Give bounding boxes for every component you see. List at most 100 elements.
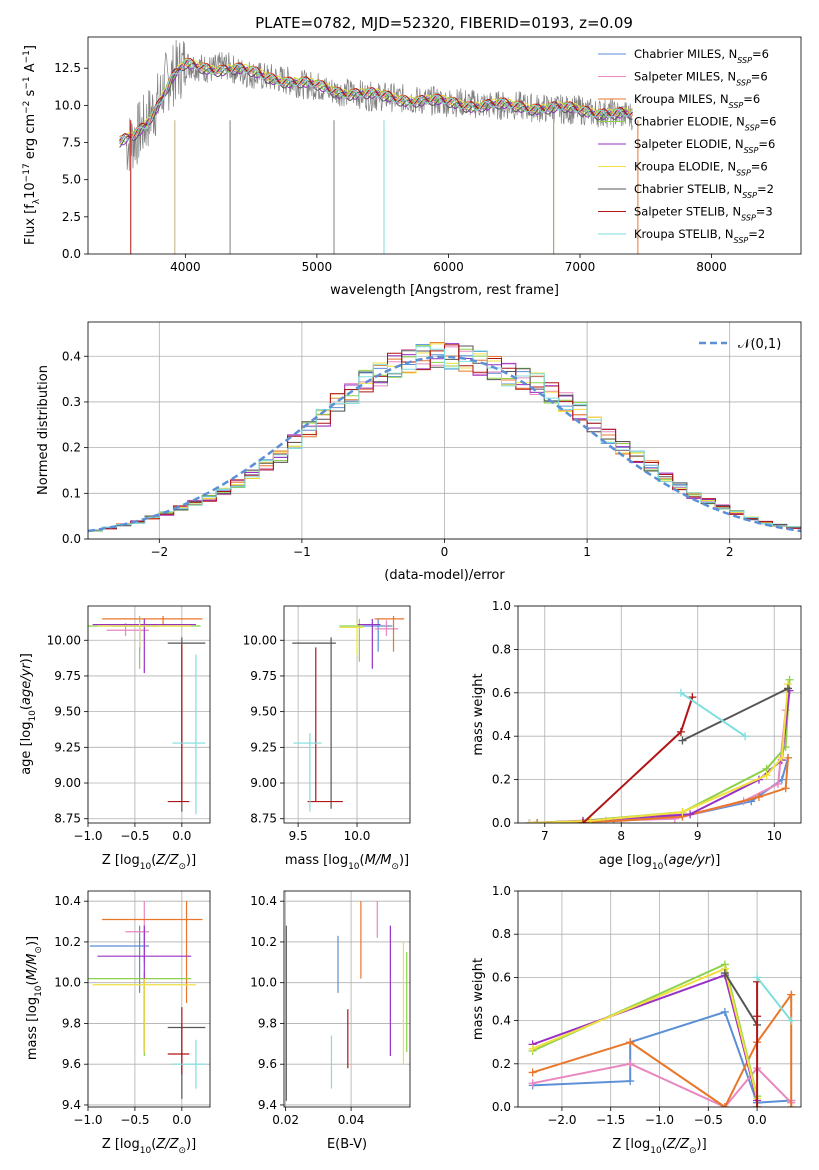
age-vs-Z-ytick-label: 9.50: [54, 705, 81, 719]
residual-hist-step: [88, 346, 801, 539]
spectrum-xlabel: wavelength [Angstrom, rest frame]: [330, 283, 559, 298]
age-vs-Z-xtick-label: −0.5: [120, 829, 149, 843]
residuals-xtick-label: 2: [726, 545, 734, 559]
weight-line: [537, 757, 789, 823]
weight-vs-Z-frame: [517, 890, 802, 1108]
residual-xlabel: (data-model)/error: [384, 568, 505, 583]
weight-vs-Z-xtick-label: −1.5: [596, 1113, 625, 1127]
spectrum-ytick-label: 7.5: [62, 136, 81, 150]
weight-vs-Z-ytick-label: 0.8: [492, 927, 511, 941]
age-vs-mass-ytick-label: 9.75: [250, 669, 277, 683]
weight-marker: [720, 969, 729, 978]
age-vs-mass-axes: 9.5 10.0 8.75 9.00 9.25 9.50 9.75 10.00 mass [lo…: [243, 605, 411, 872]
age-vs-Z-xtick-label: −1.0: [73, 829, 102, 843]
weight-marker: [626, 1038, 635, 1047]
ageZ-xlabel: Z [log10(Z/Z⊙)]: [102, 853, 196, 872]
residuals-xtick-label: −2: [150, 545, 168, 559]
spectrum-xtick-label: 5000: [302, 260, 333, 274]
weight-marker: [720, 1103, 729, 1107]
weight-marker: [676, 727, 685, 736]
age-vs-mass-frame: [283, 605, 411, 824]
weight-vs-age-xtick-label: 10: [767, 829, 782, 843]
legend-label: Salpeter ELODIE, NSSP=6: [634, 137, 775, 155]
weight-vs-age-plot: [525, 675, 794, 823]
weight-marker: [781, 784, 790, 793]
mass-vs-Z-xtick-label: 0.0: [172, 1113, 191, 1127]
age-vs-Z-ytick-label: 10.00: [47, 633, 81, 647]
age-vs-mass-ytick-label: 9.50: [250, 705, 277, 719]
weight-marker: [783, 684, 792, 693]
massEBV-xlabel: E(B-V): [327, 1137, 367, 1152]
age-vs-Z-plot: [88, 615, 206, 815]
weight-marker: [528, 1079, 537, 1088]
weight-vs-Z-ytick-label: 0.6: [492, 970, 511, 984]
weight-marker: [774, 779, 783, 788]
age-vs-Z-ytick-label: 9.00: [54, 776, 81, 790]
mass-vs-EBV-ytick-label: 9.4: [258, 1098, 277, 1112]
weight-vs-age-ylabel: mass weight: [471, 673, 486, 755]
residuals-plot: [88, 342, 801, 539]
mass-vs-EBV-ytick-label: 10.0: [250, 976, 277, 990]
age-vs-Z-ytick-label: 8.75: [54, 812, 81, 826]
age-vs-mass-ytick-label: 8.75: [250, 812, 277, 826]
weight-marker: [787, 990, 796, 999]
age-vs-Z-ytick-label: 9.75: [54, 669, 81, 683]
mass-vs-Z-xtick-label: −0.5: [120, 1113, 149, 1127]
spectrum-axes: 4000 5000 6000 7000 8000 0.0 2.5 5.0 7.5 10.0 12.5…: [22, 36, 802, 298]
weight-vs-Z-ytick-label: 0.4: [492, 1014, 511, 1028]
weight-vs-Z-xtick-label: −2.0: [547, 1113, 576, 1127]
weight-marker: [787, 1016, 796, 1025]
weight-marker: [753, 1103, 762, 1107]
weight-vs-Z-xtick-label: −0.5: [694, 1113, 723, 1127]
mass-vs-EBV-plot: [285, 901, 408, 1101]
ageZ-ylabel: age [log10(age/yr)]: [19, 653, 38, 775]
age-vs-Z-axes: −1.0 −0.5 0.0 8.75 9.00 9.25 9.50 9.75 10.00 Z [l…: [19, 605, 211, 872]
weightAge-xlabel: age [log10(age/yr)]: [599, 853, 721, 872]
age-vs-mass-ytick-label: 9.25: [250, 740, 277, 754]
weight-marker: [787, 1103, 796, 1107]
weight-vs-age-ytick-label: 0.2: [492, 773, 511, 787]
weight-line: [532, 1010, 792, 1104]
weight-vs-age-ytick-label: 0.8: [492, 642, 511, 656]
weight-marker: [785, 675, 794, 684]
weight-vs-age-ytick-label: 0.4: [492, 729, 511, 743]
weight-line: [532, 991, 793, 1107]
weight-vs-age-ytick-label: 0.0: [492, 816, 511, 830]
residuals-xtick-label: 0: [441, 545, 449, 559]
mass-vs-Z-frame: [87, 890, 211, 1108]
residuals-xtick-label: 1: [583, 545, 591, 559]
weight-marker: [686, 810, 695, 819]
age-vs-mass-plot: [292, 615, 405, 812]
weight-vs-age-xtick-label: 7: [541, 829, 549, 843]
residuals-xtick-label: −1: [293, 545, 311, 559]
age-vs-Z-frame: [87, 605, 211, 824]
weight-marker: [762, 771, 771, 780]
residuals-ytick-label: 0.0: [62, 532, 81, 546]
massZ-xlabel: Z [log10(Z/Z⊙)]: [102, 1137, 196, 1156]
weight-vs-Z-axes: −2.0 −1.5 −1.0 −0.5 0.0 0.0 0.2 0.4 0.6 0.8 1.0 mas…: [471, 884, 802, 1156]
spectrum-xtick-label: 4000: [170, 260, 201, 274]
residuals-ytick-label: 0.1: [62, 486, 81, 500]
spectrum-ytick-label: 0.0: [62, 247, 81, 261]
weight-marker: [533, 819, 542, 823]
weight-marker: [754, 792, 763, 801]
spectrum-ylabel: Flux [fλ10−17 erg cm−2 s−1 A−1]: [22, 45, 42, 245]
spectrum-ytick-label: 12.5: [54, 61, 81, 75]
ageMass-xlabel: mass [log10(M/M⊙)]: [285, 853, 409, 872]
weight-marker: [626, 1077, 635, 1086]
weight-line: [756, 976, 792, 1022]
residuals-frame: [87, 321, 802, 540]
age-vs-Z-xtick-label: 0.0: [172, 829, 191, 843]
spectrum-frame: [87, 36, 802, 255]
weight-marker: [753, 973, 762, 982]
weight-marker: [741, 732, 750, 741]
mass-vs-EBV-axes: 0.02 0.04 9.4 9.6 9.8 10.0 10.2 10.4 E(B-V): [250, 890, 411, 1152]
legend-label: Chabrier ELODIE, NSSP=6: [634, 115, 776, 133]
weight-vs-Z-ylabel: mass weight: [471, 958, 486, 1040]
mass-vs-EBV-xtick-label: 0.04: [338, 1113, 365, 1127]
weight-line: [529, 684, 789, 823]
spectrum-ytick-label: 10.0: [54, 98, 81, 112]
weight-vs-Z-ytick-label: 0.0: [492, 1100, 511, 1114]
weight-marker: [528, 1068, 537, 1077]
